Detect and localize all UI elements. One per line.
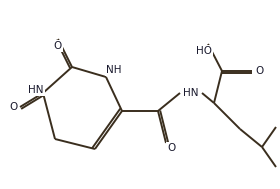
Text: HN: HN: [28, 85, 44, 95]
Text: NH: NH: [106, 65, 122, 75]
Text: O: O: [9, 102, 17, 112]
Text: HO: HO: [196, 46, 212, 56]
Text: O: O: [167, 143, 175, 153]
Text: HN: HN: [183, 88, 199, 98]
Text: O: O: [255, 66, 263, 76]
Text: O: O: [54, 41, 62, 51]
